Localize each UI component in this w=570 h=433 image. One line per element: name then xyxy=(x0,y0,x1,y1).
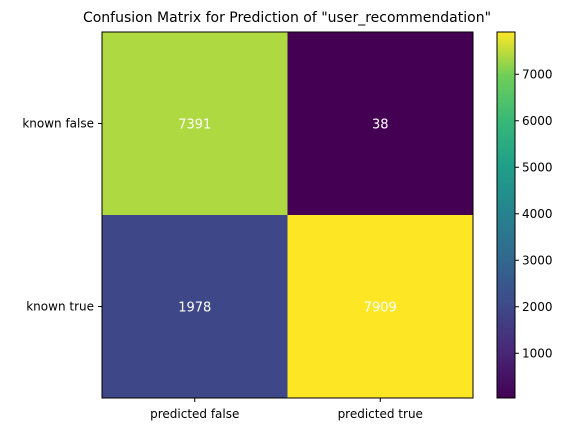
colorbar-tick-label: 5000 xyxy=(522,160,553,174)
cell-value-label: 7391 xyxy=(178,118,211,133)
colorbar-tick-label: 6000 xyxy=(522,114,553,128)
cell-value-label: 7909 xyxy=(364,301,397,316)
cell-value-label: 1978 xyxy=(178,301,211,316)
colorbar: 1000 2000 3000 4000 5000 6000 7000 xyxy=(497,32,553,398)
x-tick-label: predicted true xyxy=(338,407,423,421)
colorbar-tick-label: 2000 xyxy=(522,300,553,314)
colorbar-tick-label: 3000 xyxy=(522,253,553,267)
cell-value-label: 38 xyxy=(372,118,389,133)
chart-title: Confusion Matrix for Prediction of "user… xyxy=(83,10,491,26)
x-axis: predicted false predicted true xyxy=(150,398,423,421)
colorbar-tick-label: 4000 xyxy=(522,207,553,221)
colorbar-gradient xyxy=(497,32,515,398)
y-axis: known false known true xyxy=(22,117,102,314)
colorbar-tick-label: 1000 xyxy=(522,346,553,360)
y-tick-label: known false xyxy=(22,117,94,131)
y-tick-label: known true xyxy=(26,300,94,314)
x-tick-label: predicted false xyxy=(150,407,239,421)
heatmap-cells xyxy=(102,32,474,399)
colorbar-ticks: 1000 2000 3000 4000 5000 6000 7000 xyxy=(515,67,553,360)
colorbar-tick-label: 7000 xyxy=(522,67,553,81)
